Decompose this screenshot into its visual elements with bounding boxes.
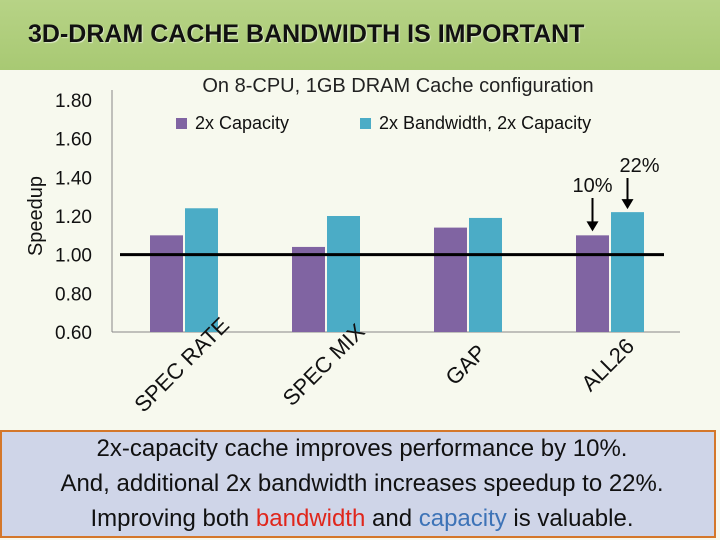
y-tick-label: 1.00: [55, 246, 92, 267]
legend-swatch-1: [176, 118, 187, 129]
y-tick-label: 0.60: [55, 323, 92, 344]
bar-0-1: [292, 246, 325, 332]
summary-line-3-post: is valuable.: [506, 505, 634, 532]
bar-1-0: [185, 208, 218, 332]
summary-line-3: Improving both bandwidth and capacity is…: [2, 505, 720, 533]
bar-0-3: [576, 235, 609, 332]
speedup-bar-chart: On 8-CPU, 1GB DRAM Cache configuration 2x…: [25, 75, 680, 417]
annotation-22pct: 22%: [619, 155, 659, 177]
y-tick-label: 0.80: [55, 284, 92, 305]
legend-label-2: 2x Bandwidth, 2x Capacity: [379, 113, 591, 133]
y-axis-label: Speedup: [25, 176, 47, 256]
y-tick-label: 1.60: [55, 130, 92, 151]
y-tick-label: 1.40: [55, 168, 92, 189]
summary-line-3-pre: Improving both: [90, 505, 256, 532]
x-tick-label: GAP: [440, 339, 491, 390]
chart-title: On 8-CPU, 1GB DRAM Cache configuration: [202, 75, 593, 97]
arrow-22pct-head: [621, 199, 634, 210]
arrow-10pct-head: [586, 221, 599, 232]
highlight-capacity: capacity: [418, 505, 507, 532]
summary-box: 2x-capacity cache improves performance b…: [0, 430, 716, 538]
slide-title: 3D-DRAM CACHE BANDWIDTH IS IMPORTANT: [28, 20, 585, 48]
summary-line-3-mid: and: [365, 505, 419, 532]
summary-line-1: 2x-capacity cache improves performance b…: [96, 435, 628, 462]
legend-swatch-2: [360, 118, 371, 129]
y-tick-label: 1.20: [55, 207, 92, 228]
bar-0-2: [434, 227, 467, 332]
highlight-bandwidth: bandwidth: [255, 505, 366, 532]
title-bar: 3D-DRAM CACHE BANDWIDTH IS IMPORTANT: [0, 0, 720, 70]
summary-line-2: And, additional 2x bandwidth increases s…: [60, 470, 664, 497]
y-tick-label: 1.80: [55, 91, 92, 112]
bar-1-3: [611, 212, 644, 332]
bar-1-1: [327, 216, 360, 332]
bar-0-0: [150, 235, 183, 332]
annotation-10pct: 10%: [572, 175, 612, 197]
legend-label-1: 2x Capacity: [195, 113, 289, 133]
bar-1-2: [469, 217, 502, 332]
x-tick-label: ALL26: [576, 333, 639, 396]
